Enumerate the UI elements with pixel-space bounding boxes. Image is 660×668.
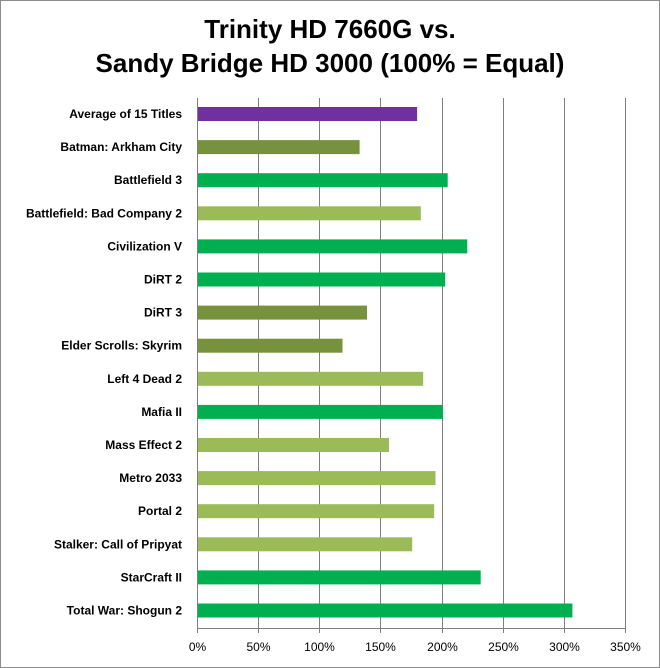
category-label: Left 4 Dead 2 — [107, 372, 182, 386]
category-label: Mafia II — [141, 405, 182, 419]
category-label: Metro 2033 — [119, 471, 182, 485]
category-label: Stalker: Call of Pripyat — [54, 537, 182, 551]
bar — [197, 173, 448, 188]
chart-title: Trinity HD 7660G vs. Sandy Bridge HD 300… — [0, 12, 660, 80]
category-label: Portal 2 — [138, 504, 182, 518]
bar — [197, 107, 418, 121]
bar — [197, 371, 424, 386]
category-label: Batman: Arkham City — [60, 140, 182, 154]
bar — [197, 305, 367, 320]
bar — [197, 140, 360, 155]
bar — [197, 404, 443, 419]
bar — [197, 206, 421, 221]
x-tick-label: 350% — [610, 640, 641, 654]
bar — [197, 239, 468, 254]
bar — [197, 537, 413, 552]
bar — [197, 272, 446, 287]
x-tick-label: 150% — [365, 640, 396, 654]
x-tick-label: 300% — [549, 640, 580, 654]
bar — [197, 603, 573, 618]
category-label: Elder Scrolls: Skyrim — [61, 339, 182, 353]
x-tick-label: 200% — [427, 640, 458, 654]
category-label: Total War: Shogun 2 — [67, 604, 183, 618]
category-label: Average of 15 Titles — [69, 107, 182, 121]
x-tick-label: 50% — [246, 640, 270, 654]
bar — [197, 338, 343, 353]
chart-title-line-2: Sandy Bridge HD 3000 (100% = Equal) — [95, 48, 565, 78]
bar — [197, 471, 436, 486]
category-label: StarCraft II — [121, 570, 182, 584]
bar — [197, 504, 435, 519]
bar — [197, 438, 389, 452]
x-tick-label: 100% — [304, 640, 335, 654]
category-label: Mass Effect 2 — [105, 438, 182, 452]
category-label: Civilization V — [107, 239, 182, 253]
category-label: DiRT 3 — [144, 306, 182, 320]
category-label: Battlefield 3 — [114, 173, 182, 187]
chart-title-line-1: Trinity HD 7660G vs. — [204, 14, 456, 44]
category-label: DiRT 2 — [144, 273, 182, 287]
x-tick-label: 250% — [488, 640, 519, 654]
bar — [197, 570, 481, 585]
category-label: Battlefield: Bad Company 2 — [26, 206, 182, 220]
x-tick-label: 0% — [189, 640, 207, 654]
